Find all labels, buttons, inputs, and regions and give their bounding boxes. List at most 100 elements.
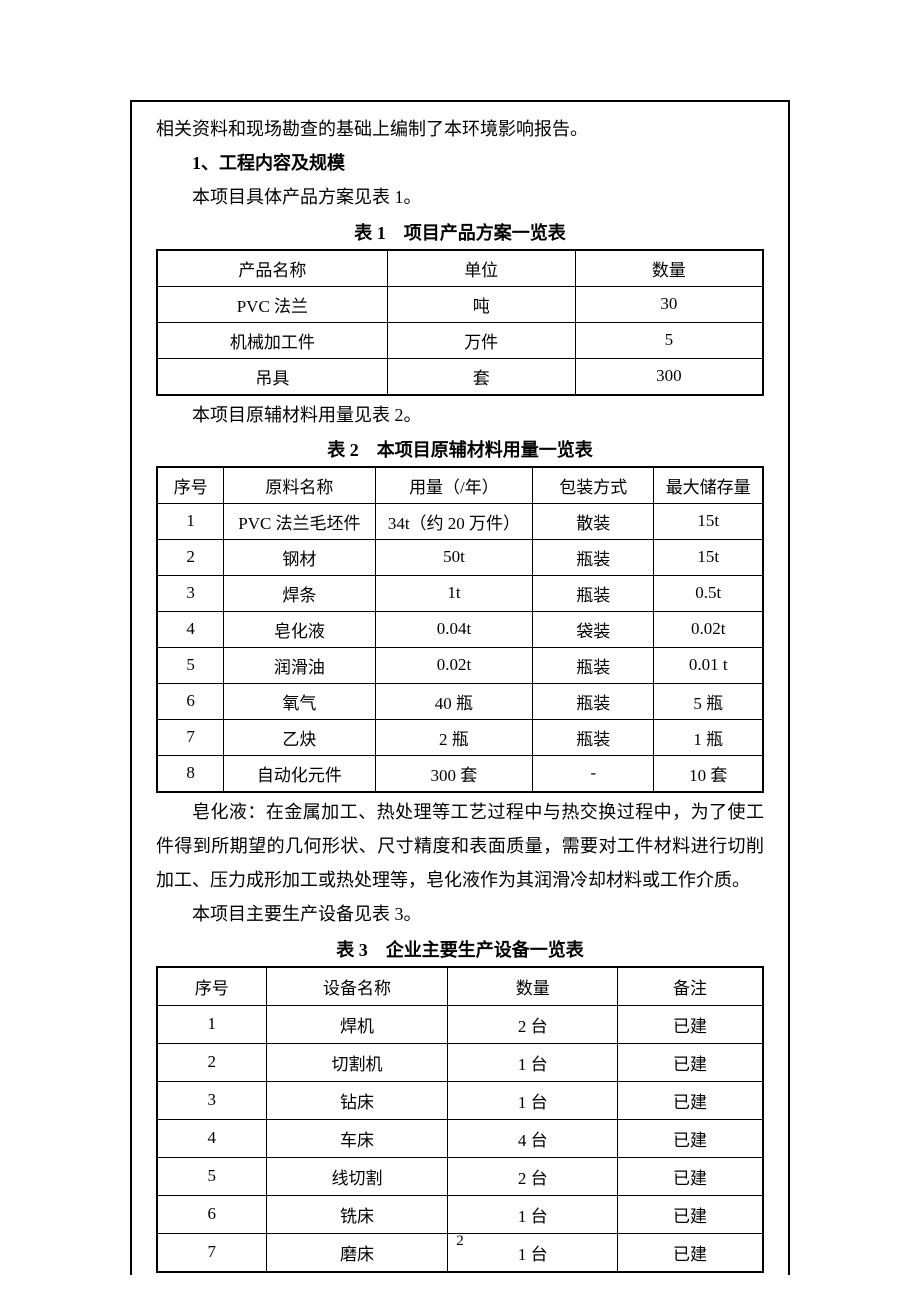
- table-cell: 吨: [387, 286, 575, 322]
- table-row: 机械加工件 万件 5: [157, 322, 763, 358]
- table-header: 序号: [157, 967, 266, 1006]
- table-cell: 套: [387, 358, 575, 395]
- table-header: 用量（/年）: [375, 467, 533, 504]
- table-cell: 2 瓶: [375, 719, 533, 755]
- table-cell: 瓶装: [533, 539, 654, 575]
- table-cell: 50t: [375, 539, 533, 575]
- table-cell: 袋装: [533, 611, 654, 647]
- table-cell: 300 套: [375, 755, 533, 792]
- table-cell: PVC 法兰: [157, 286, 387, 322]
- table-cell: 瓶装: [533, 647, 654, 683]
- table-cell: 1 台: [448, 1081, 618, 1119]
- table-1-caption: 表 1 项目产品方案一览表: [156, 219, 764, 245]
- table-cell: 瓶装: [533, 575, 654, 611]
- table-cell: 5: [575, 322, 763, 358]
- paragraph-3: 皂化液：在金属加工、热处理等工艺过程中与热交换过程中，为了使工件得到所期望的几何…: [156, 795, 764, 898]
- table-header: 备注: [618, 967, 763, 1006]
- table-cell: 瓶装: [533, 683, 654, 719]
- table-cell: 15t: [654, 539, 763, 575]
- table-row: 8自动化元件300 套-10 套: [157, 755, 763, 792]
- table-cell: 已建: [618, 1005, 763, 1043]
- table-header: 包装方式: [533, 467, 654, 504]
- table-cell: 7: [157, 719, 224, 755]
- table-cell: 已建: [618, 1157, 763, 1195]
- table-cell: 乙炔: [224, 719, 376, 755]
- table-header: 设备名称: [266, 967, 448, 1006]
- paragraph-1: 本项目具体产品方案见表 1。: [156, 180, 764, 214]
- table-1: 产品名称 单位 数量 PVC 法兰 吨 30 机械加工件 万件 5 吊具 套 3…: [156, 249, 764, 396]
- table-cell: 2 台: [448, 1005, 618, 1043]
- table-row: 1PVC 法兰毛坯件34t（约 20 万件）散装15t: [157, 503, 763, 539]
- table-cell: 300: [575, 358, 763, 395]
- table-cell: 焊条: [224, 575, 376, 611]
- table-row: 6铣床1 台已建: [157, 1195, 763, 1233]
- table-cell: 2: [157, 1043, 266, 1081]
- table-cell: 5 瓶: [654, 683, 763, 719]
- table-cell: 4: [157, 611, 224, 647]
- table-row: 7乙炔2 瓶瓶装1 瓶: [157, 719, 763, 755]
- table-cell: 线切割: [266, 1157, 448, 1195]
- table-row: 4车床4 台已建: [157, 1119, 763, 1157]
- table-row: 6氧气40 瓶瓶装5 瓶: [157, 683, 763, 719]
- table-3-caption: 表 3 企业主要生产设备一览表: [156, 936, 764, 962]
- table-cell: 车床: [266, 1119, 448, 1157]
- table-cell: 2 台: [448, 1157, 618, 1195]
- table-header: 数量: [448, 967, 618, 1006]
- table-cell: 瓶装: [533, 719, 654, 755]
- table-cell: 3: [157, 1081, 266, 1119]
- table-row: 序号 设备名称 数量 备注: [157, 967, 763, 1006]
- table-cell: 3: [157, 575, 224, 611]
- table-row: 3焊条1t瓶装0.5t: [157, 575, 763, 611]
- table-cell: 6: [157, 683, 224, 719]
- table-cell: 自动化元件: [224, 755, 376, 792]
- table-cell: 0.5t: [654, 575, 763, 611]
- table-row: 吊具 套 300: [157, 358, 763, 395]
- table-cell: 0.02t: [375, 647, 533, 683]
- table-cell: PVC 法兰毛坯件: [224, 503, 376, 539]
- table-cell: -: [533, 755, 654, 792]
- page-number: 2: [0, 1233, 920, 1250]
- table-cell: 氧气: [224, 683, 376, 719]
- table-2-caption: 表 2 本项目原辅材料用量一览表: [156, 436, 764, 462]
- table-cell: 钻床: [266, 1081, 448, 1119]
- table-cell: 4 台: [448, 1119, 618, 1157]
- table-row: 3钻床1 台已建: [157, 1081, 763, 1119]
- table-3: 序号 设备名称 数量 备注 1焊机2 台已建 2切割机1 台已建 3钻床1 台已…: [156, 966, 764, 1273]
- table-cell: 机械加工件: [157, 322, 387, 358]
- table-cell: 已建: [618, 1043, 763, 1081]
- table-cell: 已建: [618, 1195, 763, 1233]
- table-cell: 铣床: [266, 1195, 448, 1233]
- table-cell: 已建: [618, 1119, 763, 1157]
- table-cell: 焊机: [266, 1005, 448, 1043]
- paragraph-2: 本项目原辅材料用量见表 2。: [156, 398, 764, 432]
- table-header: 产品名称: [157, 250, 387, 287]
- table-row: 2钢材50t瓶装15t: [157, 539, 763, 575]
- table-cell: 0.01 t: [654, 647, 763, 683]
- table-row: 4皂化液0.04t袋装0.02t: [157, 611, 763, 647]
- table-row: 产品名称 单位 数量: [157, 250, 763, 287]
- table-header: 序号: [157, 467, 224, 504]
- table-row: 5线切割2 台已建: [157, 1157, 763, 1195]
- table-cell: 10 套: [654, 755, 763, 792]
- table-row: 5润滑油0.02t瓶装0.01 t: [157, 647, 763, 683]
- table-cell: 润滑油: [224, 647, 376, 683]
- table-cell: 15t: [654, 503, 763, 539]
- table-cell: 1 台: [448, 1043, 618, 1081]
- table-cell: 40 瓶: [375, 683, 533, 719]
- table-header: 单位: [387, 250, 575, 287]
- section-1-heading: 1、工程内容及规模: [156, 146, 764, 180]
- table-cell: 5: [157, 1157, 266, 1195]
- table-cell: 切割机: [266, 1043, 448, 1081]
- table-cell: 1: [157, 503, 224, 539]
- table-header: 原料名称: [224, 467, 376, 504]
- table-cell: 2: [157, 539, 224, 575]
- table-cell: 万件: [387, 322, 575, 358]
- table-cell: 皂化液: [224, 611, 376, 647]
- table-cell: 6: [157, 1195, 266, 1233]
- table-cell: 4: [157, 1119, 266, 1157]
- table-header: 最大储存量: [654, 467, 763, 504]
- table-row: 序号 原料名称 用量（/年） 包装方式 最大储存量: [157, 467, 763, 504]
- intro-paragraph: 相关资料和现场勘查的基础上编制了本环境影响报告。: [156, 112, 764, 146]
- table-row: PVC 法兰 吨 30: [157, 286, 763, 322]
- table-cell: 0.04t: [375, 611, 533, 647]
